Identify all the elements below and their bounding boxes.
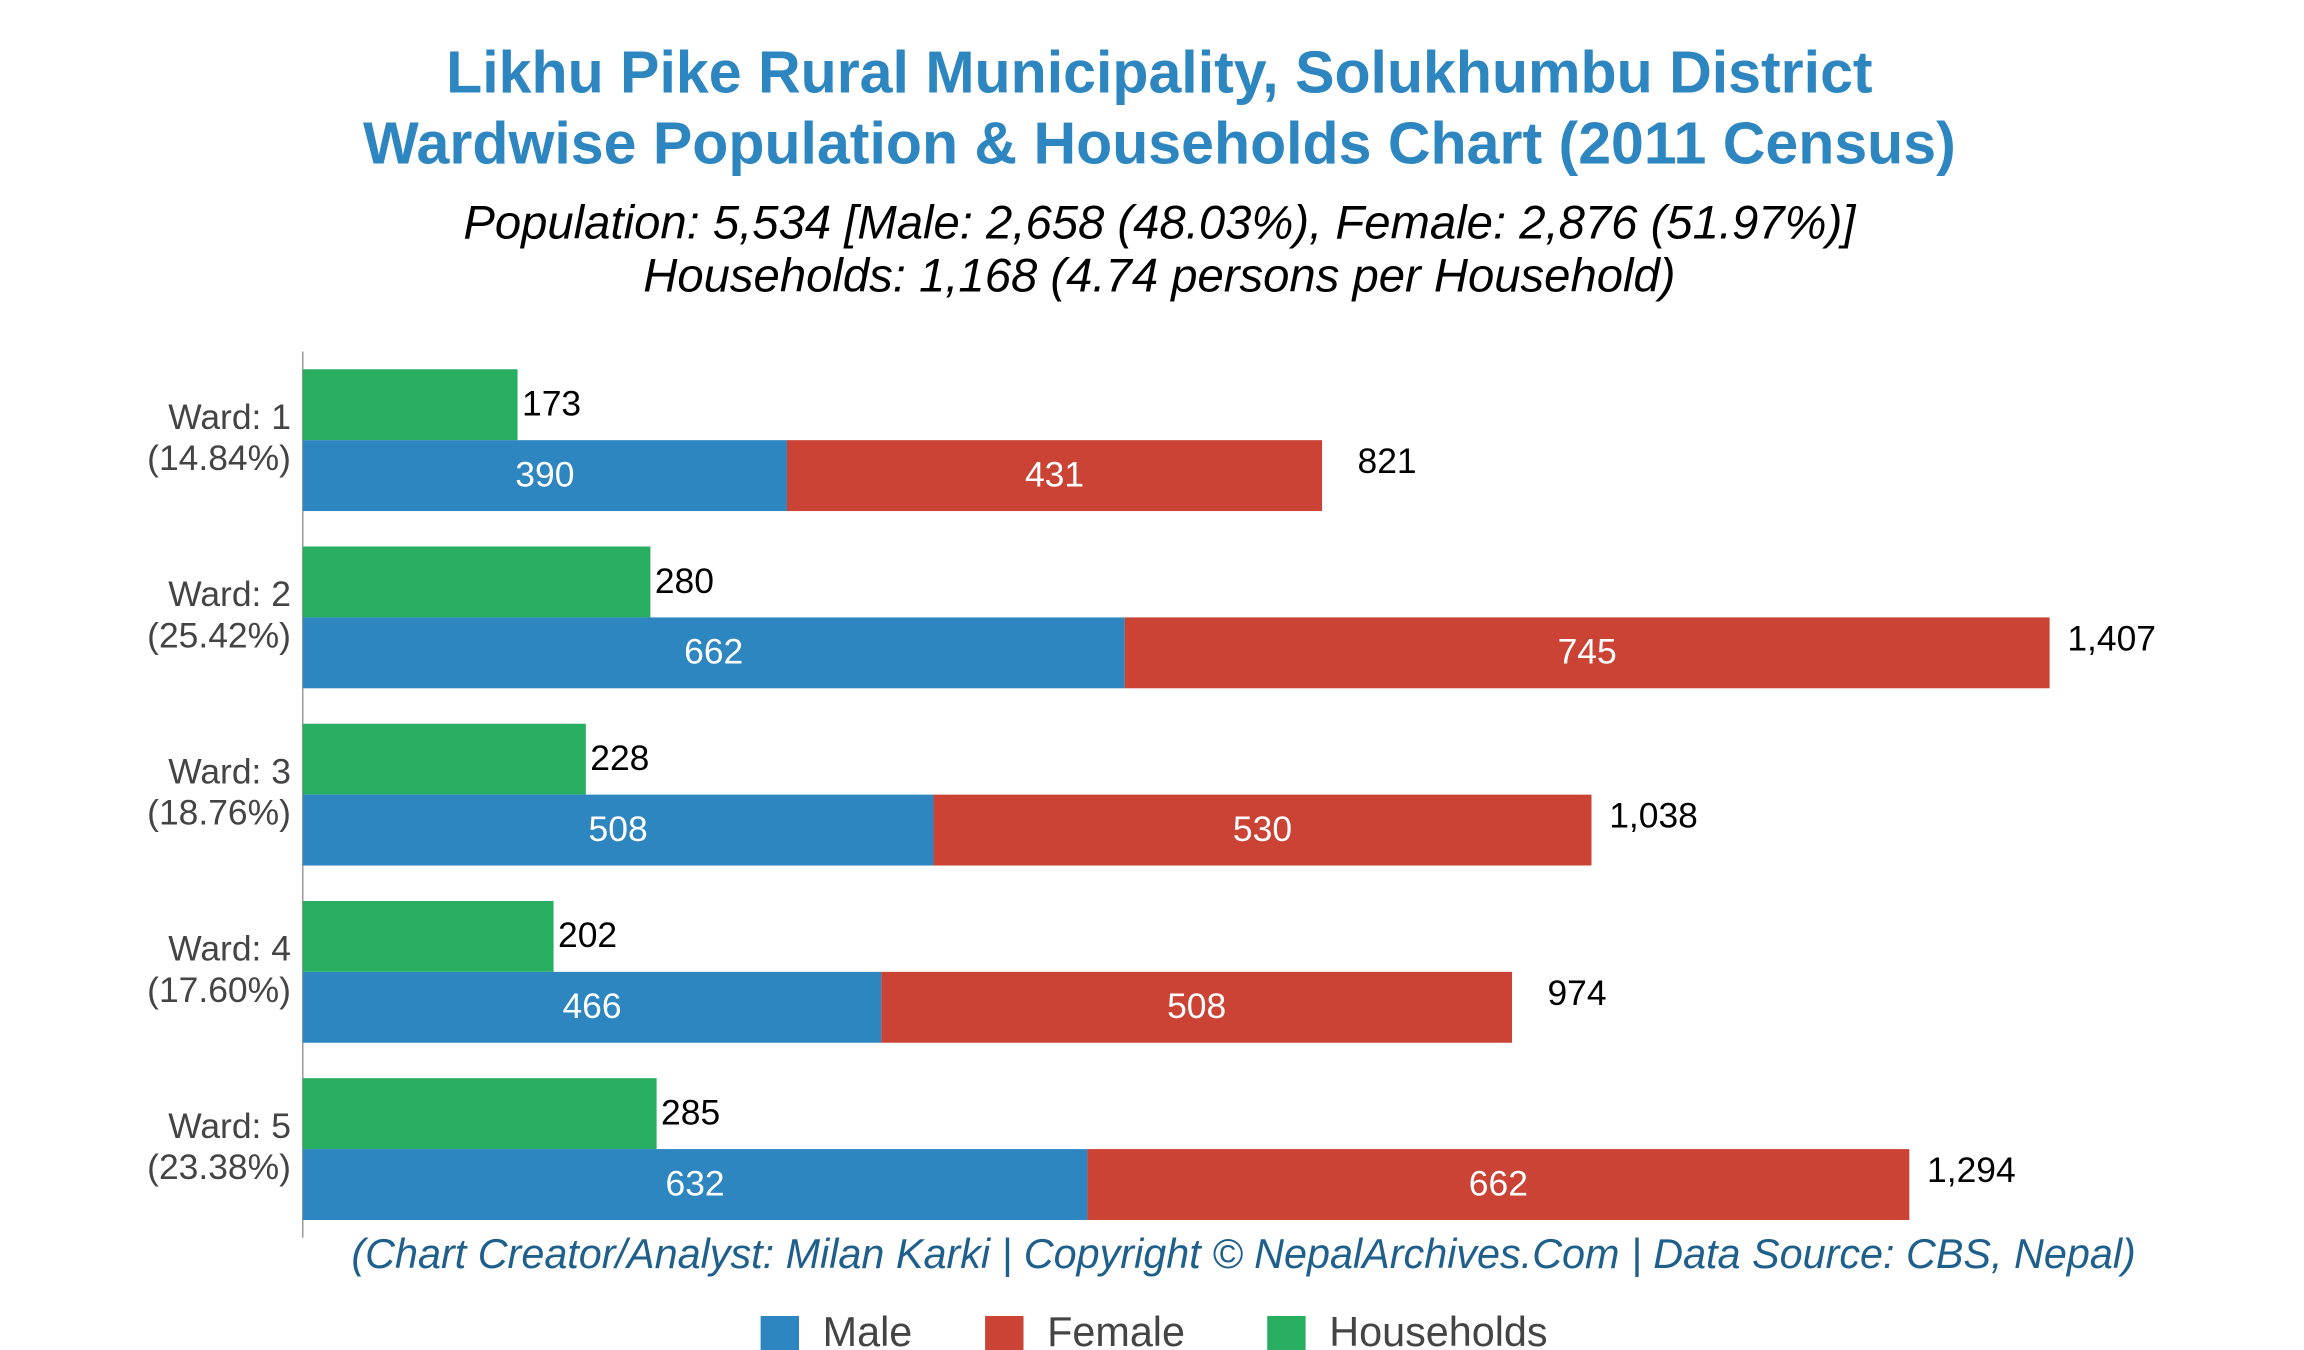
chart-title: Likhu Pike Rural Municipality, Solukhumb… bbox=[446, 39, 1872, 105]
y-tick-label: Ward: 5 bbox=[168, 1106, 291, 1146]
chart-title: Wardwise Population & Households Chart (… bbox=[363, 110, 1956, 176]
legend-swatch bbox=[985, 1315, 1024, 1350]
y-tick-label: Ward: 1 bbox=[168, 397, 291, 437]
bar bbox=[302, 723, 586, 795]
legend-label: Female bbox=[1047, 1309, 1185, 1350]
y-tick-label: Ward: 2 bbox=[168, 574, 291, 614]
y-tick-label: (25.42%) bbox=[147, 615, 291, 655]
y-tick-label: (23.38%) bbox=[147, 1147, 291, 1187]
y-tick-label: Ward: 3 bbox=[168, 751, 291, 791]
bar bbox=[302, 900, 554, 972]
bar bbox=[302, 971, 882, 1043]
data-label: 390 bbox=[515, 454, 574, 494]
bar bbox=[1087, 1149, 1910, 1220]
chart-subtitle: Households: 1,168 (4.74 persons per Hous… bbox=[643, 250, 1675, 303]
data-label: 228 bbox=[590, 738, 649, 778]
bar bbox=[302, 440, 787, 512]
legend-label: Households bbox=[1329, 1309, 1547, 1350]
chart-subtitle: Population: 5,534 [Male: 2,658 (48.03%),… bbox=[463, 196, 1857, 249]
y-tick-label: Ward: 4 bbox=[168, 929, 291, 969]
legend-label: Male bbox=[823, 1309, 913, 1350]
bar bbox=[933, 794, 1592, 866]
legend-swatch bbox=[1267, 1315, 1306, 1350]
bar bbox=[786, 440, 1323, 512]
data-label: 202 bbox=[558, 915, 617, 955]
data-label: 508 bbox=[589, 809, 648, 849]
data-label: 745 bbox=[1558, 632, 1617, 672]
data-label: 431 bbox=[1025, 454, 1084, 494]
total-label: 1,407 bbox=[2067, 618, 2156, 658]
bar bbox=[302, 794, 934, 866]
footer: (Chart Creator/Analyst: Milan Karki | Co… bbox=[351, 1231, 2135, 1277]
total-label: 974 bbox=[1547, 973, 1606, 1013]
bar bbox=[302, 1149, 1088, 1220]
total-label: 1,294 bbox=[1927, 1150, 2016, 1190]
y-tick-label: (18.76%) bbox=[147, 793, 291, 833]
data-label: 173 bbox=[522, 384, 581, 424]
total-label: 1,038 bbox=[1609, 796, 1698, 836]
data-label: 280 bbox=[655, 561, 714, 601]
legend-swatch bbox=[760, 1315, 800, 1350]
y-tick-label: (14.84%) bbox=[147, 438, 291, 478]
bar bbox=[302, 546, 651, 618]
bar bbox=[302, 1078, 657, 1150]
data-label: 632 bbox=[666, 1163, 725, 1203]
bar bbox=[1124, 617, 2050, 689]
bar bbox=[302, 617, 1125, 689]
data-label: 530 bbox=[1233, 809, 1292, 849]
y-tick-label: (17.60%) bbox=[147, 970, 291, 1010]
data-label: 285 bbox=[661, 1092, 720, 1132]
data-label: 508 bbox=[1167, 986, 1226, 1026]
bar bbox=[881, 971, 1513, 1043]
data-label: 466 bbox=[562, 986, 621, 1026]
bar bbox=[302, 369, 518, 441]
total-label: 821 bbox=[1358, 441, 1417, 481]
data-label: 662 bbox=[1469, 1163, 1528, 1203]
data-label: 662 bbox=[684, 632, 743, 672]
